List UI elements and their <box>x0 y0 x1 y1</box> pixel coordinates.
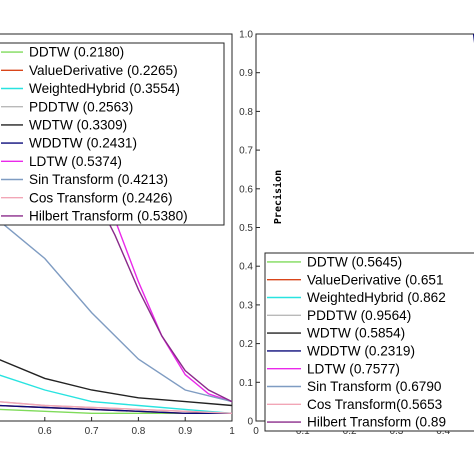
series-line-7 <box>0 220 233 403</box>
legend-label: LDTW (0.7577) <box>307 361 400 376</box>
legend-label: Sin Transform (0.4213) <box>29 172 168 187</box>
x-tick-label: 0 <box>253 426 259 437</box>
y-tick-label: 0.9 <box>239 68 253 79</box>
legend-label: Hilbert Transform (0.89 <box>307 415 446 430</box>
left-legend: DDTW (0.2180) ValueDerivative (0.2265) Wei… <box>0 42 225 226</box>
x-tick-label: 1 <box>229 426 235 437</box>
y-tick-label: 0.5 <box>239 223 253 234</box>
legend-label: PDDTW (0.9564) <box>307 308 411 323</box>
legend-label: DDTW (0.5645) <box>307 255 402 270</box>
x-tick-label: 0.9 <box>178 426 192 437</box>
y-tick-label: 0.7 <box>239 146 253 157</box>
right-legend: DDTW (0.5645) ValueDerivative (0.651 Weigh… <box>264 252 474 432</box>
legend-label: ValueDerivative (0.651 <box>307 272 444 287</box>
legend-label: ValueDerivative (0.2265) <box>29 63 178 78</box>
legend-label: WeightedHybrid (0.862 <box>307 290 446 305</box>
series-line-4 <box>0 359 233 407</box>
y-tick-label: 0 <box>247 417 253 428</box>
y-tick-label: 0.4 <box>239 262 253 273</box>
series-line-5 <box>0 404 232 414</box>
legend-label: Hilbert Transform (0.5380) <box>29 209 188 224</box>
legend-label: PDDTW (0.2563) <box>29 99 133 114</box>
legend-label: LDTW (0.5374) <box>29 154 122 169</box>
legend-label: WDTW (0.5854) <box>307 326 405 341</box>
y-tick-label: 0.3 <box>239 300 253 311</box>
y-tick-label: 1.0 <box>239 30 253 41</box>
series-line-2 <box>0 374 233 414</box>
legend-label: Cos Transform (0.2426) <box>29 190 173 205</box>
legend-label: WDDTW (0.2431) <box>29 136 137 151</box>
y-tick-label: 0.8 <box>239 107 253 118</box>
legend-label: Cos Transform(0.5653 <box>307 397 442 412</box>
x-tick-label: 0.6 <box>38 426 52 437</box>
legend-box <box>0 42 225 226</box>
legend-label: DDTW (0.2180) <box>29 45 124 60</box>
legend-label: Sin Transform (0.6790 <box>307 379 442 394</box>
y-tick-label: 0.1 <box>239 378 253 389</box>
left-x-ticks: 0.6 0.7 0.8 0.9 1 <box>38 417 235 437</box>
right-y-axis-label: Precision <box>272 170 284 224</box>
legend-label: WeightedHybrid (0.3554) <box>29 81 180 96</box>
x-tick-label: 0.8 <box>131 426 145 437</box>
series-line-8 <box>0 401 233 414</box>
legend-label: WDTW (0.3309) <box>29 118 127 133</box>
legend-label: WDDTW (0.2319) <box>307 344 415 359</box>
x-tick-label: 0.7 <box>85 426 99 437</box>
legend-box <box>264 252 474 432</box>
y-tick-label: 0.6 <box>239 184 253 195</box>
y-tick-label: 0.2 <box>239 339 253 350</box>
